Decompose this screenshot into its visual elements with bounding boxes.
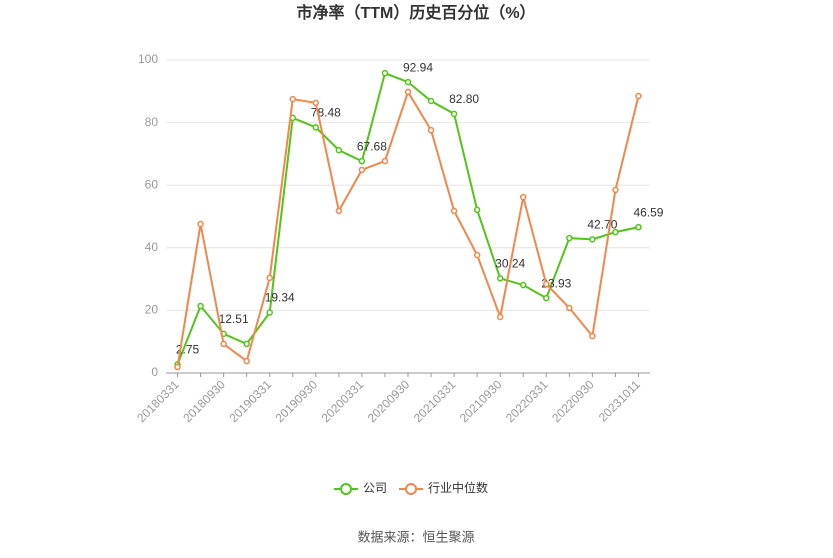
legend-label: 公司 bbox=[363, 481, 387, 495]
point bbox=[174, 363, 181, 371]
point bbox=[197, 220, 204, 228]
data-label: 67.68 bbox=[357, 139, 387, 153]
point bbox=[243, 357, 250, 365]
x-tick-label: 20200930 bbox=[365, 377, 413, 425]
data-label: 82.80 bbox=[449, 92, 479, 106]
legend-marker bbox=[405, 483, 418, 495]
x-tick-label: 20190331 bbox=[226, 377, 274, 425]
x-tick-label: 20231011 bbox=[596, 377, 643, 424]
point bbox=[543, 294, 550, 302]
point bbox=[358, 157, 366, 165]
point bbox=[566, 304, 573, 312]
point bbox=[566, 234, 573, 242]
x-tick-label: 20180930 bbox=[180, 377, 228, 425]
point bbox=[473, 251, 481, 259]
chart-title: 市净率（TTM）历史百分位（%） bbox=[296, 3, 535, 22]
y-tick-label: 100 bbox=[138, 52, 158, 66]
point bbox=[496, 313, 504, 321]
y-tick-label: 80 bbox=[145, 115, 159, 129]
data-label: 78.48 bbox=[311, 106, 341, 120]
point bbox=[589, 332, 596, 340]
point bbox=[335, 146, 343, 154]
point bbox=[450, 207, 458, 215]
x-tick-label: 20190930 bbox=[273, 377, 321, 425]
legend-marker bbox=[340, 483, 352, 495]
point bbox=[404, 88, 412, 96]
point bbox=[358, 166, 366, 174]
data-label: 19.34 bbox=[265, 291, 295, 305]
point bbox=[312, 99, 320, 107]
y-tick-label: 60 bbox=[145, 177, 159, 191]
point bbox=[266, 274, 273, 282]
y-tick-label: 20 bbox=[145, 303, 159, 317]
point bbox=[197, 302, 204, 310]
data-label: 46.59 bbox=[633, 205, 663, 219]
data-label: 12.51 bbox=[219, 312, 249, 326]
x-tick-label: 20220331 bbox=[503, 377, 551, 425]
point bbox=[427, 126, 435, 134]
x-tick-label: 20210331 bbox=[411, 377, 459, 425]
point bbox=[289, 95, 297, 103]
point bbox=[612, 228, 619, 236]
point bbox=[589, 236, 596, 243]
data-label: 92.94 bbox=[403, 60, 433, 74]
point bbox=[427, 97, 435, 105]
point bbox=[519, 193, 527, 201]
y-tick-label: 0 bbox=[151, 365, 158, 379]
point bbox=[335, 207, 343, 215]
point bbox=[312, 124, 320, 131]
data-label: 42.70 bbox=[587, 218, 617, 232]
point bbox=[220, 340, 227, 348]
point bbox=[519, 281, 527, 289]
x-tick-label: 20180331 bbox=[134, 377, 182, 425]
x-tick-label: 20210930 bbox=[457, 377, 505, 425]
point bbox=[635, 92, 642, 100]
point bbox=[496, 275, 504, 282]
point bbox=[243, 340, 250, 348]
legend-label: 行业中位数 bbox=[428, 480, 488, 495]
point bbox=[612, 186, 619, 194]
x-tick-label: 20200331 bbox=[319, 377, 367, 425]
y-tick-label: 40 bbox=[145, 240, 159, 254]
point bbox=[404, 78, 412, 86]
point bbox=[473, 206, 481, 214]
x-tick-label: 20220930 bbox=[549, 377, 597, 425]
point bbox=[266, 309, 273, 316]
point bbox=[450, 110, 458, 118]
source-note: 数据来源：恒生聚源 bbox=[357, 529, 474, 544]
point bbox=[635, 223, 642, 231]
point bbox=[381, 69, 389, 77]
point bbox=[381, 157, 389, 165]
point bbox=[543, 280, 550, 288]
